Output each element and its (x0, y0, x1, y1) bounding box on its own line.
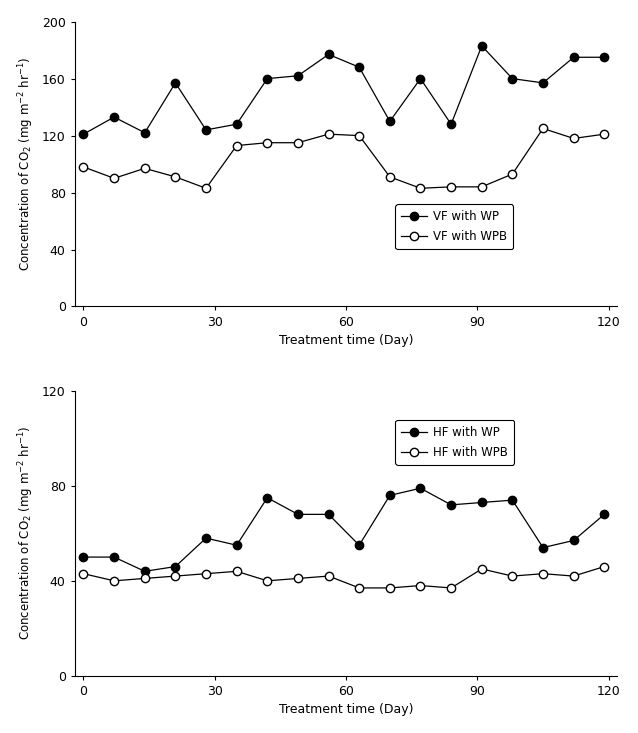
HF with WPB (325, 572, 332, 581)
VF with WPB (172, 172, 179, 181)
VF with WPB (386, 172, 394, 181)
HF with WPB (294, 574, 302, 583)
Line: HF with WP: HF with WP (79, 484, 609, 575)
VF with WPB (417, 184, 424, 193)
Line: VF with WP: VF with WP (79, 42, 609, 139)
HF with WP (447, 501, 455, 509)
HF with WPB (355, 583, 363, 592)
HF with WPB (172, 572, 179, 581)
Y-axis label: Concentration of CO$_2$ (mg m$^{-2}$ hr$^{-1}$): Concentration of CO$_2$ (mg m$^{-2}$ hr$… (17, 426, 36, 641)
VF with WPB (570, 134, 577, 143)
HF with WPB (600, 562, 608, 571)
VF with WP (447, 119, 455, 128)
HF with WPB (80, 570, 87, 578)
VF with WPB (508, 169, 516, 178)
VF with WP (417, 74, 424, 83)
VF with WPB (110, 174, 118, 183)
HF with WPB (570, 572, 577, 581)
HF with WP (110, 553, 118, 561)
HF with WP (202, 534, 210, 542)
X-axis label: Treatment time (Day): Treatment time (Day) (279, 334, 413, 347)
VF with WP (600, 53, 608, 62)
VF with WPB (294, 139, 302, 147)
HF with WPB (233, 567, 241, 575)
VF with WP (202, 125, 210, 134)
HF with WPB (478, 564, 486, 573)
VF with WPB (600, 130, 608, 139)
VF with WP (325, 50, 332, 59)
VF with WPB (263, 139, 271, 147)
HF with WP (355, 541, 363, 550)
Line: HF with WPB: HF with WPB (79, 562, 609, 592)
HF with WP (570, 536, 577, 545)
VF with WP (172, 78, 179, 87)
HF with WP (508, 496, 516, 504)
VF with WP (233, 119, 241, 128)
VF with WP (294, 71, 302, 80)
HF with WP (386, 491, 394, 500)
HF with WPB (141, 574, 149, 583)
VF with WPB (539, 124, 547, 133)
VF with WP (539, 78, 547, 87)
Legend: HF with WP, HF with WPB: HF with WP, HF with WPB (396, 420, 514, 465)
HF with WP (478, 498, 486, 507)
VF with WPB (355, 131, 363, 140)
VF with WP (355, 63, 363, 72)
HF with WPB (110, 576, 118, 585)
VF with WPB (80, 163, 87, 172)
HF with WPB (539, 570, 547, 578)
HF with WP (539, 543, 547, 552)
Line: VF with WPB: VF with WPB (79, 125, 609, 193)
HF with WP (325, 510, 332, 519)
VF with WP (263, 74, 271, 83)
HF with WP (172, 562, 179, 571)
HF with WP (233, 541, 241, 550)
HF with WPB (447, 583, 455, 592)
VF with WPB (478, 183, 486, 191)
VF with WPB (141, 164, 149, 173)
VF with WPB (202, 184, 210, 193)
HF with WPB (263, 576, 271, 585)
HF with WPB (202, 570, 210, 578)
VF with WP (570, 53, 577, 62)
HF with WP (417, 484, 424, 493)
HF with WP (141, 567, 149, 575)
VF with WP (110, 113, 118, 122)
HF with WP (263, 493, 271, 502)
VF with WP (141, 128, 149, 137)
VF with WP (80, 130, 87, 139)
VF with WP (508, 74, 516, 83)
Y-axis label: Concentration of CO$_2$ (mg m$^{-2}$ hr$^{-1}$): Concentration of CO$_2$ (mg m$^{-2}$ hr$… (17, 57, 36, 271)
VF with WPB (447, 183, 455, 191)
VF with WP (478, 42, 486, 51)
HF with WPB (417, 581, 424, 590)
X-axis label: Treatment time (Day): Treatment time (Day) (279, 704, 413, 716)
VF with WPB (233, 141, 241, 150)
HF with WPB (508, 572, 516, 581)
HF with WP (600, 510, 608, 519)
HF with WPB (386, 583, 394, 592)
HF with WP (80, 553, 87, 561)
Legend: VF with WP, VF with WPB: VF with WP, VF with WPB (396, 205, 513, 249)
HF with WP (294, 510, 302, 519)
VF with WPB (325, 130, 332, 139)
VF with WP (386, 117, 394, 126)
